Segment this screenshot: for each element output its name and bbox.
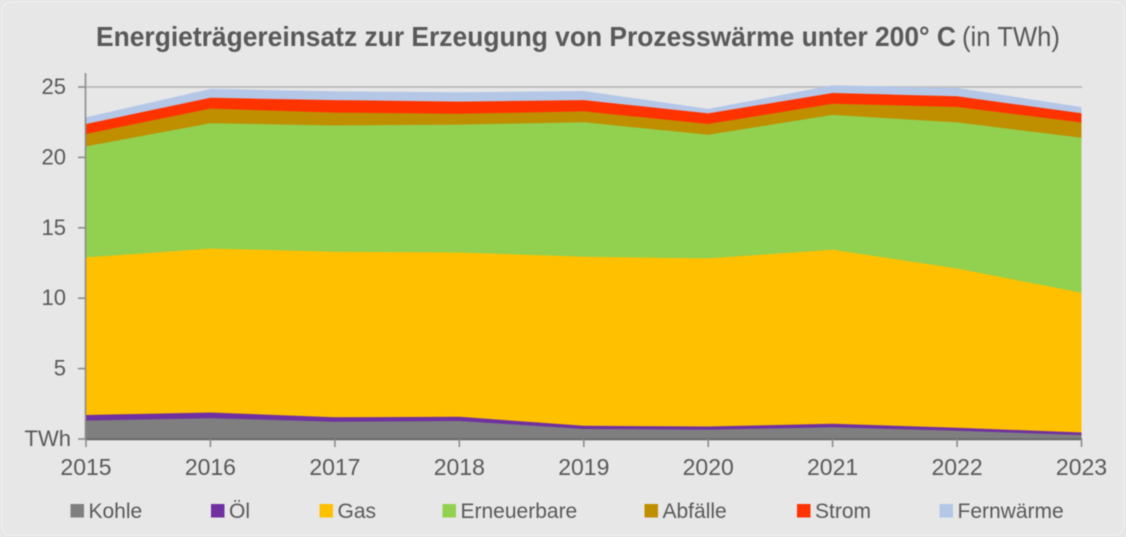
svg-text:2017: 2017 — [309, 454, 360, 480]
svg-text:25: 25 — [42, 74, 66, 99]
svg-text:2022: 2022 — [932, 454, 983, 480]
svg-text:Öl: Öl — [229, 500, 250, 523]
svg-text:Abfälle: Abfälle — [663, 500, 727, 523]
svg-text:2023: 2023 — [1056, 454, 1107, 480]
svg-text:2019: 2019 — [558, 454, 609, 480]
svg-text:2020: 2020 — [683, 454, 734, 480]
svg-text:2016: 2016 — [185, 454, 236, 480]
svg-text:20: 20 — [42, 144, 66, 169]
svg-text:Kohle: Kohle — [89, 500, 143, 523]
svg-text:2021: 2021 — [807, 454, 858, 480]
svg-text:Fernwärme: Fernwärme — [958, 500, 1064, 523]
svg-text:5: 5 — [54, 356, 66, 381]
svg-text:15: 15 — [42, 215, 66, 240]
svg-text:Erneuerbare: Erneuerbare — [461, 500, 578, 523]
svg-text:Energieträgereinsatz zur Erzeu: Energieträgereinsatz zur Erzeugung von P… — [96, 21, 956, 52]
svg-text:2015: 2015 — [60, 454, 111, 480]
svg-text:2018: 2018 — [434, 454, 485, 480]
svg-text:10: 10 — [42, 285, 66, 310]
svg-text:Gas: Gas — [338, 500, 377, 523]
svg-text:TWh: TWh — [25, 426, 71, 451]
svg-text:(in TWh): (in TWh) — [962, 21, 1060, 52]
svg-text:Strom: Strom — [815, 500, 871, 523]
